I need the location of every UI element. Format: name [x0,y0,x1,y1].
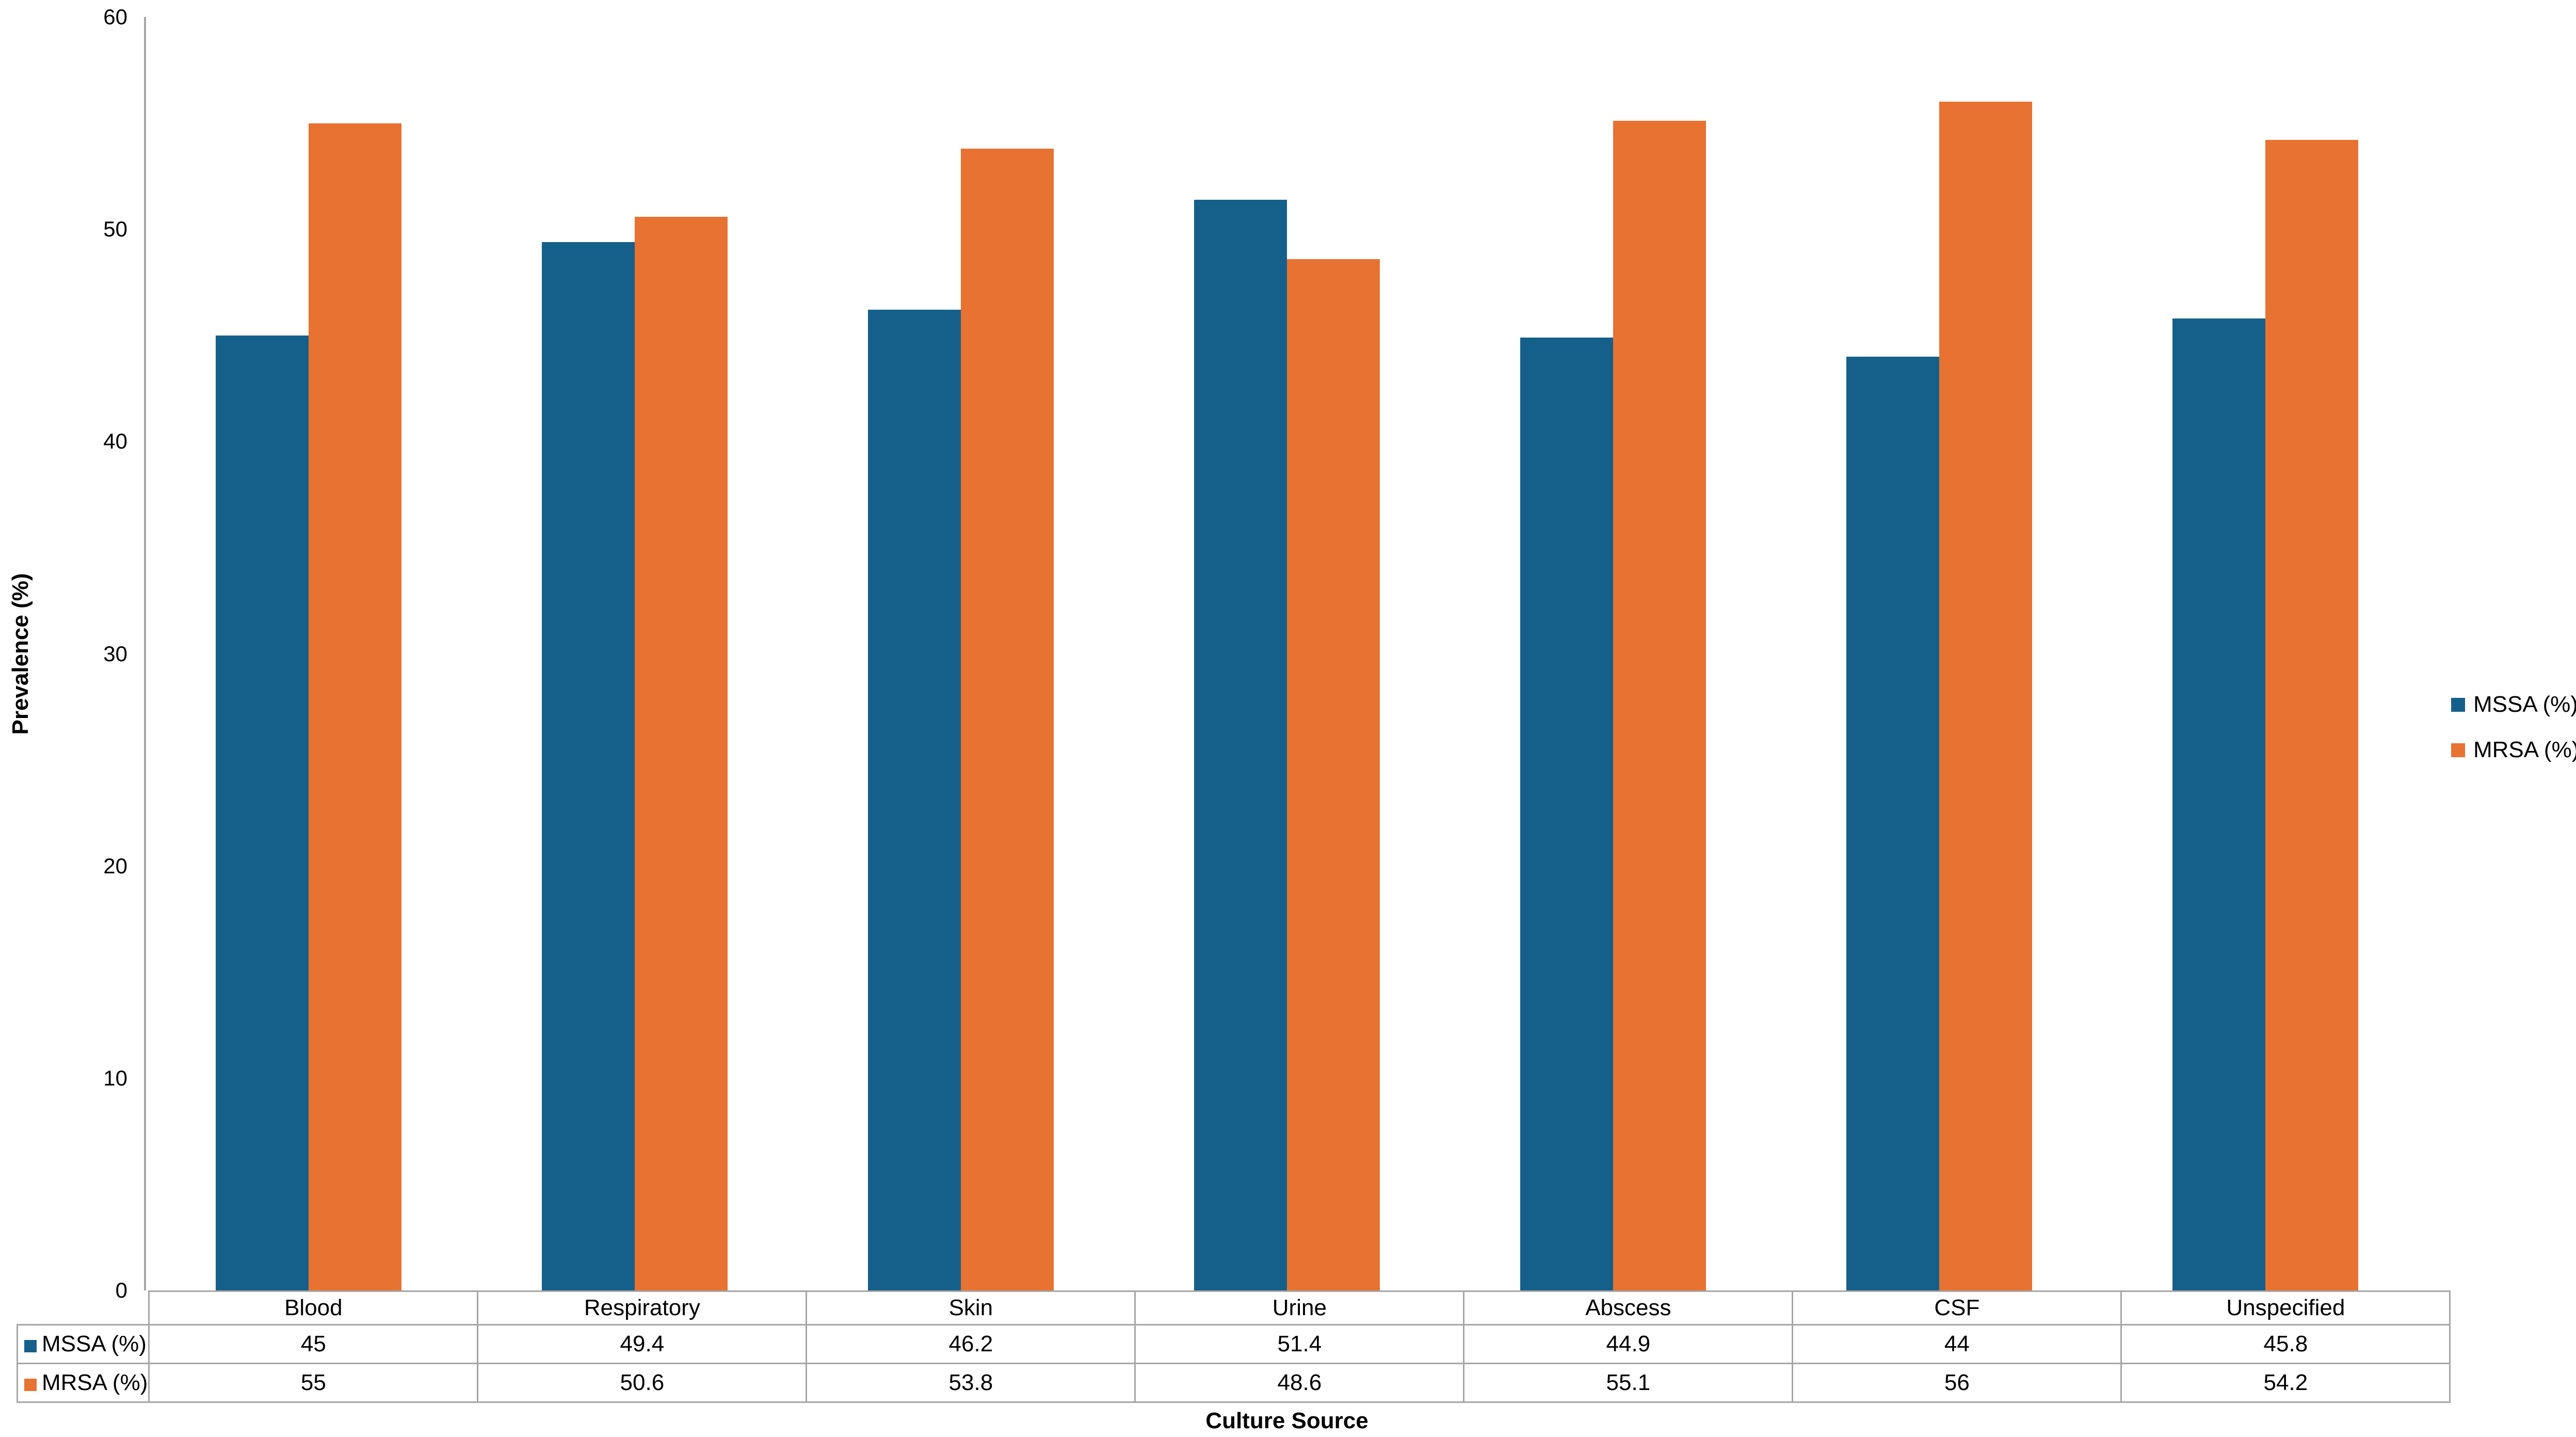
bar-mssa-urine [1194,199,1287,1290]
value-cell: 45 [148,1324,479,1364]
value-cell: 55.1 [1463,1363,1794,1403]
y-tick-label: 20 [103,853,127,878]
table-row-categories: Blood Respiratory Skin Urine Abscess CSF Unspe… [18,1290,2451,1326]
bar-mssa-respiratory [542,242,635,1290]
series-row-label: MRSA (%) [16,1363,150,1403]
table-row-mssa: MSSA (%) 45 49.4 46.2 51.4 44.9 44 45.8 [16,1324,2451,1364]
bar-mrsa-skin [961,148,1054,1290]
bar-mssa-csf [1846,356,1939,1290]
bar-mssa-abscess [1520,337,1613,1290]
value-cell: 51.4 [1134,1324,1465,1364]
value-cell: 53.8 [806,1363,1136,1403]
category-label: Blood [148,1290,479,1326]
y-axis-line [144,17,146,1290]
y-tick-label: 30 [103,641,127,666]
y-tick-label: 50 [103,217,127,242]
value-cell: 54.2 [2120,1363,2451,1403]
category-label: Respiratory [477,1290,808,1326]
value-cell: 48.6 [1134,1363,1465,1403]
bar-mrsa-blood [309,123,401,1290]
legend: MSSA (%) MRSA (%) [2451,692,2576,763]
legend-label: MRSA (%) [2473,737,2576,762]
value-cell: 49.4 [477,1324,808,1364]
legend-item-mssa: MSSA (%) [2451,692,2576,717]
bar-mssa-unspecified [2172,318,2265,1290]
series-key-icon [24,1379,37,1391]
value-cell: 55 [148,1363,479,1403]
legend-swatch-icon [2451,743,2465,757]
y-tick-label: 60 [103,5,127,29]
x-axis-title: Culture Source [1205,1408,1369,1433]
y-tick-label: 10 [103,1065,127,1090]
value-cell: 44 [1792,1324,2122,1364]
category-label: CSF [1792,1290,2122,1326]
y-tick-label: 40 [103,429,127,454]
category-label: Urine [1134,1290,1465,1326]
legend-swatch-icon [2451,697,2465,712]
category-label: Unspecified [2120,1290,2451,1326]
data-table: Blood Respiratory Skin Urine Abscess CSF Unspe… [16,1290,2451,1403]
value-cell: 45.8 [2120,1324,2451,1364]
series-row-label: MSSA (%) [16,1324,150,1364]
bar-mrsa-abscess [1613,121,1706,1290]
legend-item-mrsa: MRSA (%) [2451,737,2576,763]
y-tick-label: 0 [115,1278,127,1302]
table-row-mrsa: MRSA (%) 55 50.6 53.8 48.6 55.1 56 54.2 [16,1363,2451,1403]
value-cell: 46.2 [806,1324,1136,1364]
category-label: Abscess [1463,1290,1794,1326]
value-cell: 44.9 [1463,1324,1794,1364]
value-cell: 56 [1792,1363,2122,1403]
bar-mrsa-urine [1287,259,1380,1290]
bar-mssa-blood [216,335,309,1290]
series-key-icon [24,1340,37,1352]
bar-mrsa-respiratory [635,216,728,1290]
value-cell: 50.6 [477,1363,808,1403]
table-corner-cell [18,1291,149,1325]
plot-area [146,17,2428,1290]
legend-label: MSSA (%) [2473,692,2576,717]
bar-mrsa-csf [1939,102,2032,1290]
bar-mrsa-unspecified [2265,140,2358,1290]
bar-mssa-skin [868,310,961,1290]
category-label: Skin [806,1290,1136,1326]
